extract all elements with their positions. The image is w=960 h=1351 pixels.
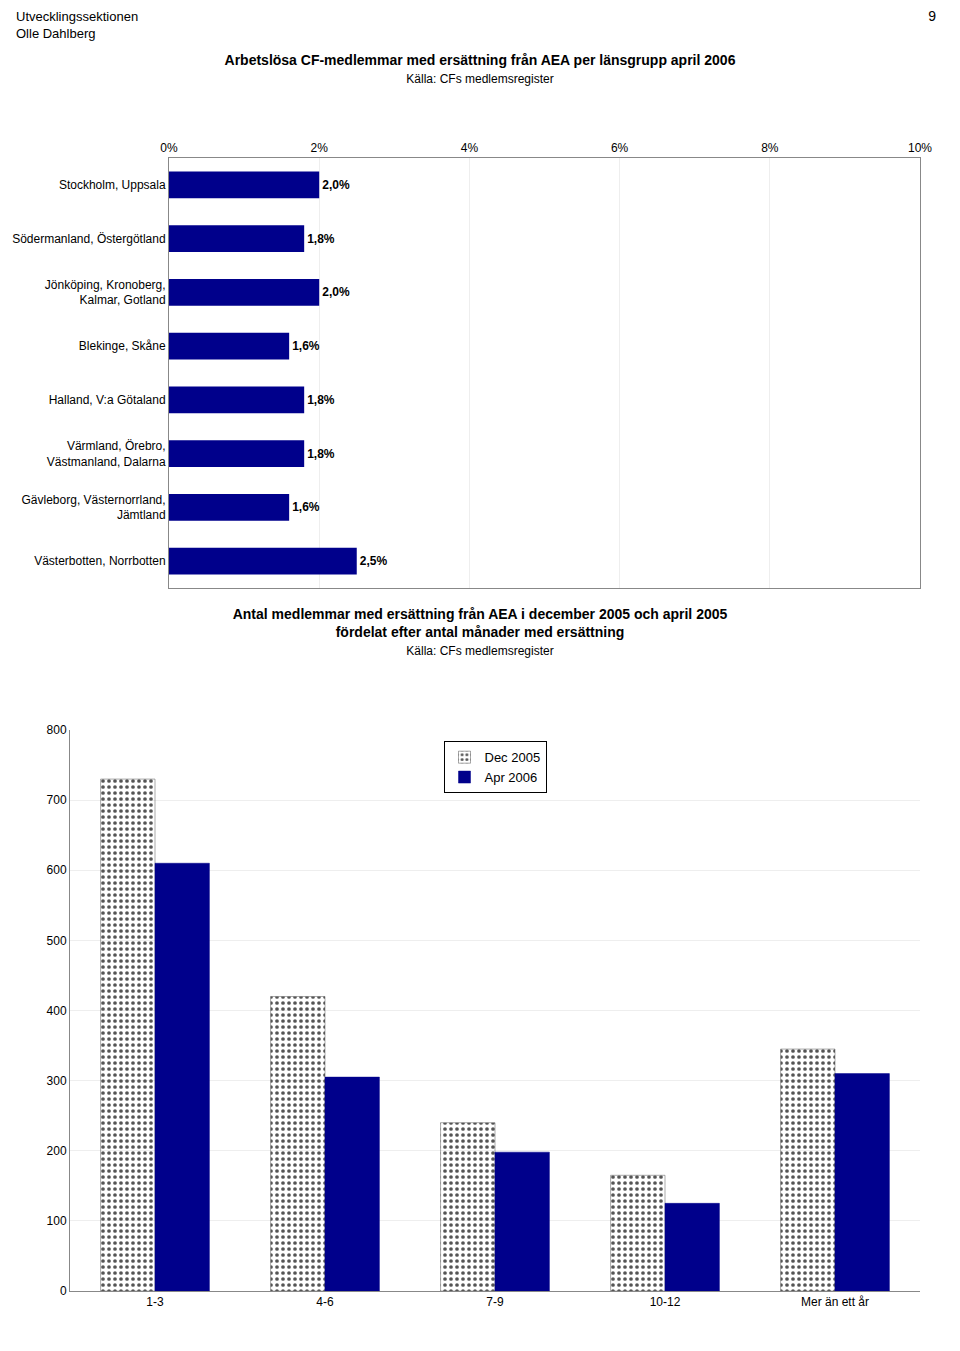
svg-text:2%: 2%: [311, 141, 329, 155]
svg-text:100: 100: [47, 1214, 67, 1228]
svg-text:Antal medlemmar med ersättning: Antal medlemmar med ersättning från AEA …: [233, 606, 728, 658]
svg-text:4-6: 4-6: [316, 1295, 334, 1309]
svg-text:Stockholm, Uppsala: Stockholm, Uppsala: [59, 178, 166, 192]
svg-text:Apr 2006: Apr 2006: [485, 770, 538, 785]
svg-text:600: 600: [47, 863, 67, 877]
svg-text:Södermanland, Östergötland: Södermanland, Östergötland: [12, 232, 165, 246]
svg-text:1,8%: 1,8%: [307, 232, 335, 246]
svg-text:500: 500: [47, 934, 67, 948]
svg-text:Halland, V:a Götaland: Halland, V:a Götaland: [49, 393, 166, 407]
svg-text:Blekinge, Skåne: Blekinge, Skåne: [79, 339, 166, 353]
svg-text:400: 400: [47, 1004, 67, 1018]
svg-text:Jönköping, Kronoberg,Kalmar, G: Jönköping, Kronoberg,Kalmar, Gotland: [45, 278, 166, 308]
svg-text:7-9: 7-9: [486, 1295, 504, 1309]
svg-text:1,6%: 1,6%: [292, 339, 320, 353]
svg-text:700: 700: [47, 793, 67, 807]
svg-text:6%: 6%: [611, 141, 629, 155]
svg-text:1,8%: 1,8%: [307, 393, 335, 407]
svg-text:Dec 2005: Dec 2005: [485, 750, 541, 765]
svg-text:8%: 8%: [761, 141, 779, 155]
svg-text:Arbetslösa CF-medlemmar med er: Arbetslösa CF-medlemmar med ersättning f…: [225, 52, 736, 86]
html-text:Olle Dahlberg: Olle Dahlberg: [16, 26, 96, 41]
html-text:9: 9: [928, 8, 936, 24]
svg-text:800: 800: [47, 723, 67, 737]
svg-text:1-3: 1-3: [146, 1295, 164, 1309]
svg-text:10%: 10%: [908, 141, 932, 155]
svg-text:10-12: 10-12: [650, 1295, 681, 1309]
svg-text:1,6%: 1,6%: [292, 500, 320, 514]
svg-text:Värmland, Örebro,Västmanland,: Värmland, Örebro,Västmanland, Dalarna: [47, 439, 166, 469]
svg-text:Västerbotten, Norrbotten: Västerbotten, Norrbotten: [34, 554, 165, 568]
svg-text:2,0%: 2,0%: [322, 285, 350, 299]
html-text:Utvecklingssektionen: Utvecklingssektionen: [16, 9, 139, 24]
svg-text:Gävleborg, Västernorrland,Jämt: Gävleborg, Västernorrland,Jämtland: [22, 493, 166, 523]
svg-text:4%: 4%: [461, 141, 479, 155]
svg-text:2,5%: 2,5%: [360, 554, 388, 568]
svg-text:2,0%: 2,0%: [322, 178, 350, 192]
svg-text:0%: 0%: [160, 141, 178, 155]
svg-text:Mer än ett år: Mer än ett år: [801, 1295, 869, 1309]
svg-text:1,8%: 1,8%: [307, 447, 335, 461]
svg-text:200: 200: [47, 1144, 67, 1158]
svg-text:300: 300: [47, 1074, 67, 1088]
svg-text:0: 0: [60, 1284, 67, 1298]
